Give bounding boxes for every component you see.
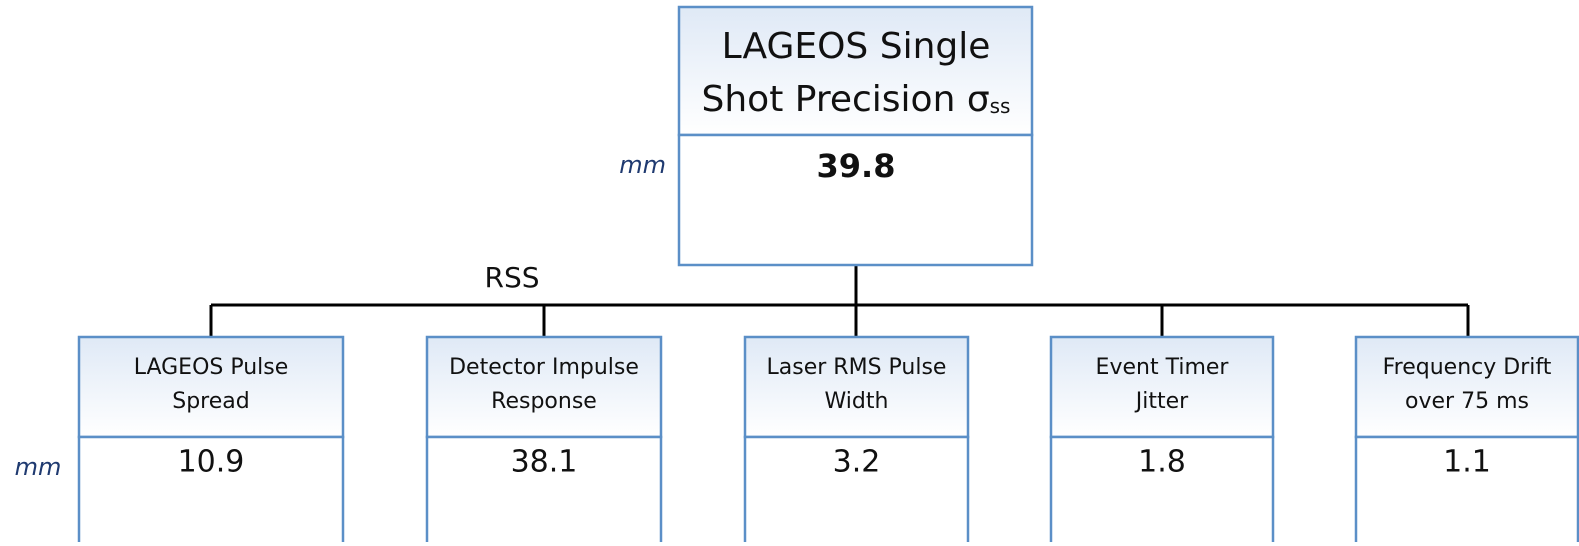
child-body <box>77 435 345 546</box>
child-body <box>1354 435 1579 546</box>
child-value: 3.2 <box>833 445 881 480</box>
child-node: LAGEOS Pulse Spread 10.9 <box>77 335 345 546</box>
children-unit: mm <box>15 453 62 481</box>
child-node: Laser RMS Pulse Width 3.2 <box>743 335 970 546</box>
child-label: Width <box>825 389 889 414</box>
child-node: Event Timer Jitter 1.8 <box>1049 335 1275 546</box>
child-body <box>425 435 663 546</box>
child-label: Detector Impulse <box>449 355 639 380</box>
child-body <box>743 435 970 546</box>
child-label: Laser RMS Pulse <box>767 355 947 380</box>
child-body <box>1049 435 1275 546</box>
child-label: over 75 ms <box>1405 389 1529 414</box>
child-header <box>1049 335 1275 439</box>
root-value: 39.8 <box>817 147 896 185</box>
connector-label: RSS <box>484 261 539 294</box>
child-node: Frequency Drift over 75 ms 1.1 <box>1354 335 1579 546</box>
child-label: LAGEOS Pulse <box>134 355 289 380</box>
child-value: 1.8 <box>1138 445 1186 480</box>
child-header <box>743 335 970 439</box>
child-header <box>425 335 663 439</box>
root-unit: mm <box>619 151 666 179</box>
child-label: Jitter <box>1134 389 1189 414</box>
connectors <box>209 265 1470 337</box>
child-header <box>77 335 345 439</box>
root-node: LAGEOS Single Shot Precision σss 39.8 <box>677 5 1034 267</box>
child-label: Frequency Drift <box>1383 355 1552 380</box>
child-label: Spread <box>172 389 249 414</box>
child-label: Event Timer <box>1096 355 1230 380</box>
root-title: LAGEOS Single <box>722 26 991 67</box>
child-value: 1.1 <box>1443 445 1491 480</box>
child-header <box>1354 335 1579 439</box>
child-value: 38.1 <box>511 445 578 480</box>
root-title: Shot Precision σss <box>702 79 1011 120</box>
child-node: Detector Impulse Response 38.1 <box>425 335 663 546</box>
child-value: 10.9 <box>178 445 245 480</box>
child-label: Response <box>491 389 597 414</box>
